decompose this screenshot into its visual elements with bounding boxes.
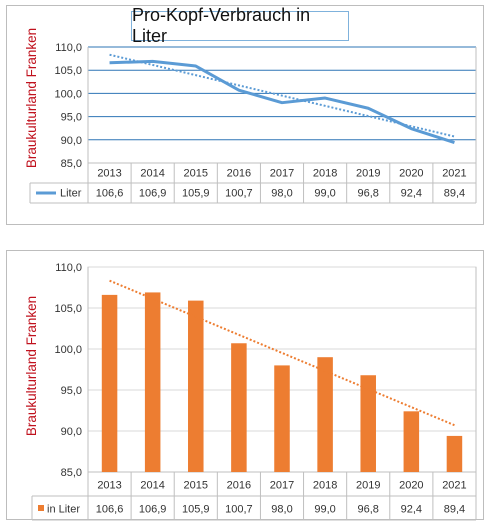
- chart1-table-value: 106,9: [139, 188, 167, 200]
- chart2-bar: [188, 300, 204, 472]
- chart1-xtick-label: 2014: [140, 168, 164, 180]
- chart2-table-value: 106,9: [139, 503, 167, 515]
- chart1-table-value: 96,8: [358, 188, 379, 200]
- chart1-ylabel: Braukulturland Franken: [24, 28, 39, 168]
- chart1-trendline: [109, 53, 455, 138]
- chart1-table-value: 105,9: [182, 188, 210, 200]
- chart2-ytick-label: 105,0: [54, 303, 82, 315]
- chart2-table-value: 99,0: [314, 503, 335, 515]
- chart1-series-line: [109, 59, 455, 145]
- chart1-ytick-label: 90,0: [61, 135, 82, 147]
- chart2-table-value: 96,8: [358, 503, 379, 515]
- chart1-ytick-label: 95,0: [61, 112, 82, 124]
- chart2-bar: [101, 294, 118, 472]
- chart2-bar: [403, 411, 420, 472]
- chart2-table-value: 106,6: [96, 503, 124, 515]
- chart2-table-value: 92,4: [401, 503, 422, 515]
- chart2-bar: [317, 357, 333, 472]
- chart1-title: Pro-Kopf-Verbrauch in Liter: [131, 5, 349, 46]
- chart2-xtick-label: 2018: [313, 479, 337, 491]
- chart1-ytick-label: 100,0: [54, 88, 82, 100]
- chart2-xtick-label: 2020: [399, 479, 423, 491]
- chart2-xtick-label: 2015: [184, 479, 208, 491]
- chart2-xtick-label: 2021: [442, 479, 466, 491]
- chart1-ytick-label: 110,0: [55, 42, 82, 54]
- chart1-table-value: 98,0: [271, 188, 292, 200]
- line-chart-panel: [6, 5, 484, 225]
- chart2-table-value: 100,7: [225, 503, 253, 515]
- chart2-ytick-label: 110,0: [55, 262, 82, 274]
- chart2-ytick-label: 95,0: [61, 385, 82, 397]
- chart2-table-value: 105,9: [182, 503, 210, 515]
- chart2-table-value: 89,4: [444, 503, 465, 515]
- chart2-ylabel: Braukulturland Franken: [24, 296, 39, 436]
- chart2-bar: [144, 292, 161, 472]
- chart2-bar: [446, 435, 463, 472]
- chart1-table-value: 89,4: [444, 188, 465, 200]
- chart1-xtick-label: 2016: [227, 168, 251, 180]
- chart2-xtick-label: 2019: [356, 479, 380, 491]
- chart1-table-value: 92,4: [401, 188, 422, 200]
- chart2-ytick-label: 90,0: [61, 426, 82, 438]
- chart1-xtick-label: 2020: [399, 168, 423, 180]
- bar-chart: Braukulturland Franken 110,0 105,0 100,0 95…: [24, 262, 477, 521]
- chart2-bar: [360, 375, 376, 472]
- chart2-ytick-label: 85,0: [61, 467, 82, 479]
- chart1-xtick-label: 2017: [270, 168, 294, 180]
- chart2-xtick-label: 2013: [97, 479, 121, 491]
- line-chart: Braukulturland Franken 110,0 105,0 100,0 95…: [24, 28, 477, 204]
- chart1-xtick-label: 2015: [184, 168, 208, 180]
- chart1-table-value: 106,6: [96, 188, 124, 200]
- chart2-table-value: 98,0: [271, 503, 292, 515]
- chart2-ytick-label: 100,0: [54, 344, 82, 356]
- chart1-ytick-label: 105,0: [54, 65, 82, 77]
- chart2-legend-key: [38, 505, 44, 511]
- chart1-table-value: 100,7: [225, 188, 253, 200]
- chart2-xtick-label: 2014: [140, 479, 164, 491]
- chart1-ytick-label: 85,0: [61, 158, 82, 170]
- chart1-xtick-label: 2019: [356, 168, 380, 180]
- chart1-xtick-label: 2018: [313, 168, 337, 180]
- chart1-legend-label: Liter: [60, 188, 82, 200]
- chart1-xtick-label: 2013: [97, 168, 121, 180]
- chart1-table-value: 99,0: [314, 188, 335, 200]
- chart2-xtick-label: 2016: [227, 479, 251, 491]
- chart2-xtick-label: 2017: [270, 479, 294, 491]
- chart2-bar: [231, 343, 247, 472]
- chart2-legend-label: in Liter: [47, 503, 80, 515]
- chart1-xtick-label: 2021: [442, 168, 466, 180]
- chart2-bar: [274, 365, 290, 472]
